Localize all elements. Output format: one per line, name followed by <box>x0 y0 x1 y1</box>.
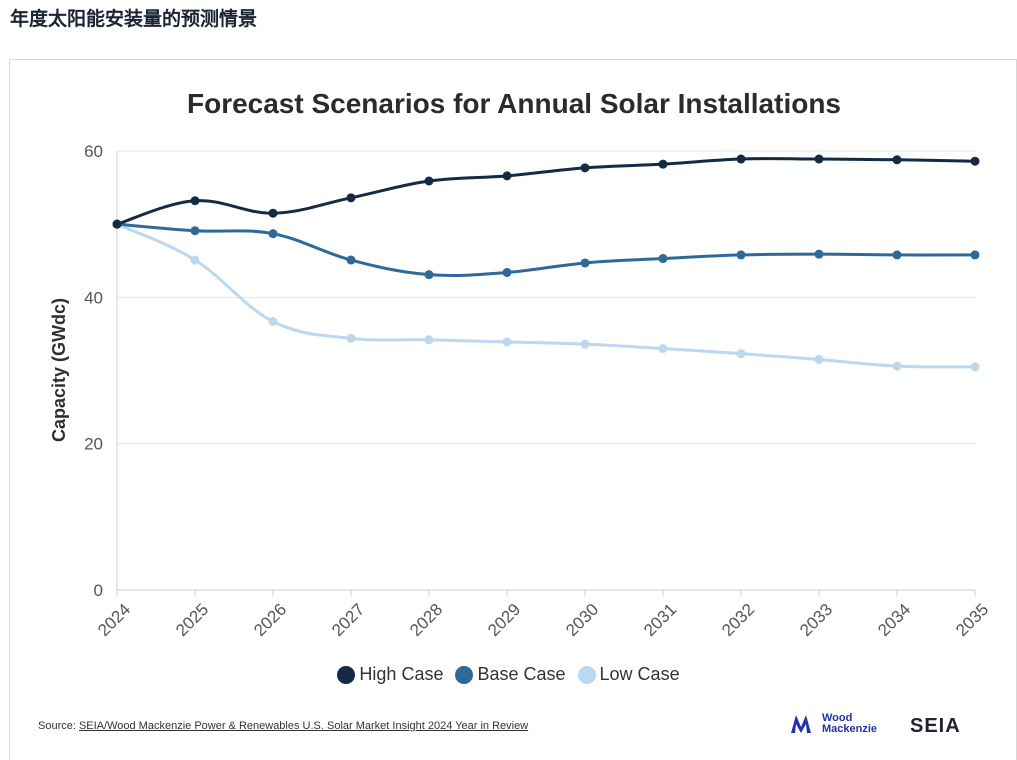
high-case-point[interactable] <box>736 154 746 164</box>
x-tick-label: 2035 <box>952 600 992 640</box>
base-case-point[interactable] <box>190 226 200 236</box>
legend-label-base-case: Base Case <box>477 664 566 684</box>
base-case-point[interactable] <box>892 250 902 260</box>
legend-swatch-base-case <box>455 665 474 684</box>
grid-lines <box>117 150 975 591</box>
axes: 0 20 40 60 2024 2025 2026 2027 2028 2029 2030 2031 2… <box>84 142 992 640</box>
x-tick-label: 2028 <box>406 600 446 640</box>
series-points <box>112 154 980 372</box>
high-case-point[interactable] <box>268 208 278 218</box>
chart-title: Forecast Scenarios for Annual Solar Inst… <box>187 88 841 119</box>
y-tick-label: 0 <box>94 581 103 600</box>
low-case-point[interactable] <box>424 335 434 345</box>
source-note: Source: SEIA/Wood Mackenzie Power & Rene… <box>38 720 528 732</box>
y-tick-label: 40 <box>84 288 103 307</box>
legend-label-high-case: High Case <box>359 664 444 684</box>
legend-item-high-case[interactable]: High Case <box>337 664 443 685</box>
legend-item-low-case[interactable]: Low Case <box>577 664 680 685</box>
low-case-point[interactable] <box>502 337 512 347</box>
base-case-point[interactable] <box>424 270 434 280</box>
low-case-point[interactable] <box>658 344 668 354</box>
y-axis-label: Capacity (GWdc) <box>49 298 69 442</box>
legend-swatch-low-case <box>577 665 596 684</box>
low-case-point[interactable] <box>268 316 278 326</box>
high-case-point[interactable] <box>658 159 668 169</box>
wood-mackenzie-mark-icon <box>791 715 811 733</box>
series-lines <box>116 157 976 369</box>
x-tick-label: 2034 <box>874 600 914 640</box>
low-case-point[interactable] <box>580 339 590 349</box>
base-case-line <box>116 222 976 278</box>
legend-item-base-case[interactable]: Base Case <box>455 664 566 685</box>
x-tick-label: 2030 <box>562 600 602 640</box>
base-case-point[interactable] <box>502 267 512 277</box>
low-case-point[interactable] <box>346 333 356 343</box>
base-case-point[interactable] <box>736 250 746 260</box>
x-tick-label: 2032 <box>718 600 758 640</box>
low-case-point[interactable] <box>970 362 980 372</box>
wood-mackenzie-logo: Wood Mackenzie <box>790 713 877 735</box>
x-tick-label: 2029 <box>484 600 524 640</box>
line-chart: Forecast Scenarios for Annual Solar Inst… <box>49 88 992 640</box>
low-case-point[interactable] <box>814 355 824 365</box>
low-case-point[interactable] <box>736 349 746 359</box>
legend-swatch-high-case <box>337 665 356 684</box>
high-case-point[interactable] <box>502 171 512 181</box>
seia-logo: SEIA <box>910 715 961 737</box>
high-case-line <box>116 157 976 226</box>
high-case-point[interactable] <box>970 156 980 166</box>
wood-mackenzie-line1: Wood <box>822 712 853 724</box>
legend-label-low-case: Low Case <box>599 664 680 684</box>
high-case-point[interactable] <box>190 196 200 206</box>
y-tick-label: 20 <box>84 435 103 454</box>
x-tick-label: 2027 <box>328 600 368 640</box>
wood-mackenzie-wordmark: Wood Mackenzie <box>822 713 877 735</box>
high-case-point[interactable] <box>892 155 902 165</box>
low-case-point[interactable] <box>892 361 902 371</box>
x-tick-label: 2031 <box>640 600 680 640</box>
low-case-line <box>116 222 976 369</box>
page-heading: 年度太阳能安装量的预测情景 <box>10 8 258 30</box>
y-tick-label: 60 <box>84 142 103 161</box>
source-prefix: Source: <box>38 720 79 732</box>
high-case-point[interactable] <box>424 176 434 186</box>
high-case-point[interactable] <box>112 219 122 229</box>
wood-mackenzie-line2: Mackenzie <box>822 723 878 735</box>
x-tick-label: 2026 <box>250 600 290 640</box>
base-case-point[interactable] <box>580 258 590 268</box>
base-case-point[interactable] <box>658 254 668 264</box>
high-case-point[interactable] <box>580 163 590 173</box>
base-case-point[interactable] <box>268 229 278 239</box>
base-case-point[interactable] <box>970 250 980 260</box>
base-case-point[interactable] <box>814 249 824 259</box>
x-tick-label: 2025 <box>172 600 212 640</box>
low-case-point[interactable] <box>190 255 200 265</box>
x-tick-label: 2024 <box>94 600 134 640</box>
chart-legend: High Case Base Case Low Case <box>0 664 1017 685</box>
x-tick-label: 2033 <box>796 600 836 640</box>
high-case-point[interactable] <box>814 154 824 164</box>
base-case-point[interactable] <box>346 255 356 265</box>
source-link[interactable]: SEIA/Wood Mackenzie Power & Renewables U… <box>78 720 529 732</box>
high-case-point[interactable] <box>346 193 356 203</box>
